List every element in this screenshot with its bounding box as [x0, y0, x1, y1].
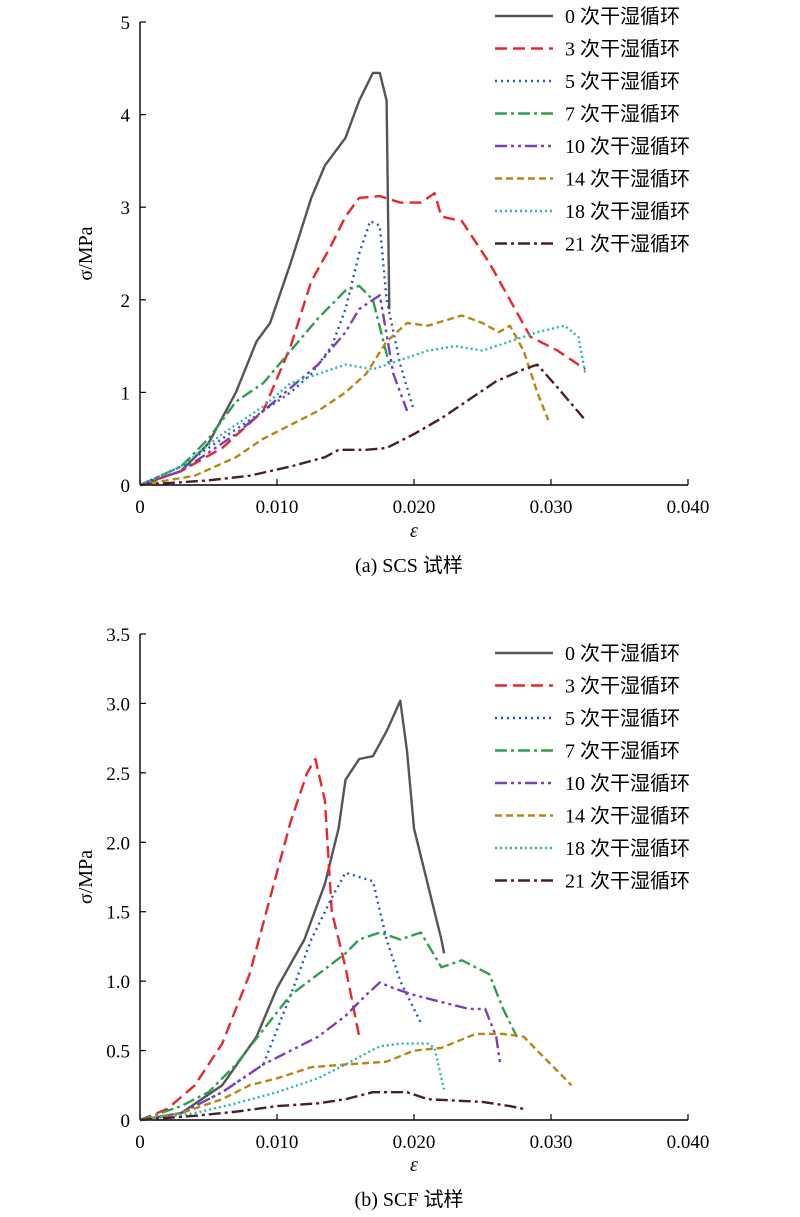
- legend-label: 3 次干湿循环: [565, 675, 680, 698]
- y-tick-label: 0: [121, 1111, 131, 1132]
- series-line-7: [139, 363, 587, 487]
- y-axis-title: σ/MPa: [75, 850, 97, 904]
- series-line-2: [139, 871, 422, 1122]
- series-line-5: [139, 1032, 573, 1122]
- series-line-3: [139, 284, 391, 487]
- series-line-0: [139, 699, 446, 1122]
- x-tick-label: 0.010: [256, 497, 299, 518]
- x-tick-label: 0.030: [530, 497, 573, 518]
- series-line-1: [139, 757, 361, 1122]
- legend-label: 21 次干湿循环: [565, 233, 690, 256]
- y-tick-label: 1.0: [106, 972, 130, 993]
- panel-caption: (b) SCF 试样: [355, 1188, 464, 1211]
- y-tick-label: 1.5: [106, 903, 130, 924]
- y-tick-label: 2.0: [106, 833, 130, 854]
- legend-label: 0 次干湿循环: [565, 5, 680, 28]
- legend-label: 7 次干湿循环: [565, 740, 680, 763]
- series-line-0: [139, 71, 391, 487]
- y-tick-label: 0: [121, 476, 131, 497]
- series-line-4: [139, 294, 409, 487]
- x-tick-label: 0.030: [530, 1132, 573, 1153]
- series-line-5: [139, 314, 550, 487]
- legend-label: 5 次干湿循环: [565, 70, 680, 93]
- y-tick-label: 5: [121, 13, 131, 34]
- x-tick-label: 0.040: [667, 1132, 710, 1153]
- x-tick-label: 0: [135, 1132, 145, 1153]
- panel-a-scs: 0 0.010 0.020 0.030 0.040 0 1 2 3 4 5 ε σ/MPa 0 次干湿循环…: [75, 5, 709, 577]
- x-tick-label: 0: [135, 497, 145, 518]
- series-line-3: [139, 931, 518, 1122]
- y-axis-title: σ/MPa: [75, 226, 97, 280]
- panel-caption: (a) SCS 试样: [355, 554, 463, 577]
- legend-label: 14 次干湿循环: [565, 805, 690, 828]
- series-line-7: [139, 1091, 524, 1122]
- y-tick-label: 0.5: [106, 1042, 130, 1063]
- legend-label: 0 次干湿循环: [565, 642, 680, 665]
- x-axis-title: ε: [410, 520, 418, 542]
- series-line-4: [139, 981, 502, 1122]
- series-line-6: [139, 1042, 446, 1122]
- y-tick-label: 4: [121, 106, 131, 127]
- legend-label: 21 次干湿循环: [565, 870, 690, 893]
- y-tick-label: 1: [121, 383, 131, 404]
- legend-label: 10 次干湿循环: [565, 772, 690, 795]
- y-tick-label: 3.5: [106, 625, 130, 646]
- legend-label: 3 次干湿循环: [565, 38, 680, 61]
- y-tick-label: 2: [121, 291, 131, 312]
- x-axis-title: ε: [410, 1154, 418, 1176]
- legend-label: 18 次干湿循环: [565, 200, 690, 223]
- y-tick-label: 3.0: [106, 694, 130, 715]
- x-tick-label: 0.020: [393, 497, 436, 518]
- x-tick-label: 0.020: [393, 1132, 436, 1153]
- x-tick-label: 0.010: [256, 1132, 299, 1153]
- panel-b-scf: 0 0.010 0.020 0.030 0.040 0 0.5 1.0 1.5 2.0 2.5 3.0…: [75, 625, 709, 1211]
- legend-label: 18 次干湿循环: [565, 837, 690, 860]
- series-line-2: [139, 219, 416, 487]
- y-tick-label: 2.5: [106, 764, 130, 785]
- legend-label: 14 次干湿循环: [565, 168, 690, 191]
- legend-label: 7 次干湿循环: [565, 103, 680, 126]
- legend-label: 10 次干湿循环: [565, 135, 690, 158]
- x-tick-label: 0.040: [667, 497, 710, 518]
- series-line-6: [139, 324, 587, 487]
- series-line-1: [139, 192, 586, 487]
- y-tick-label: 3: [121, 198, 131, 219]
- legend-label: 5 次干湿循环: [565, 707, 680, 730]
